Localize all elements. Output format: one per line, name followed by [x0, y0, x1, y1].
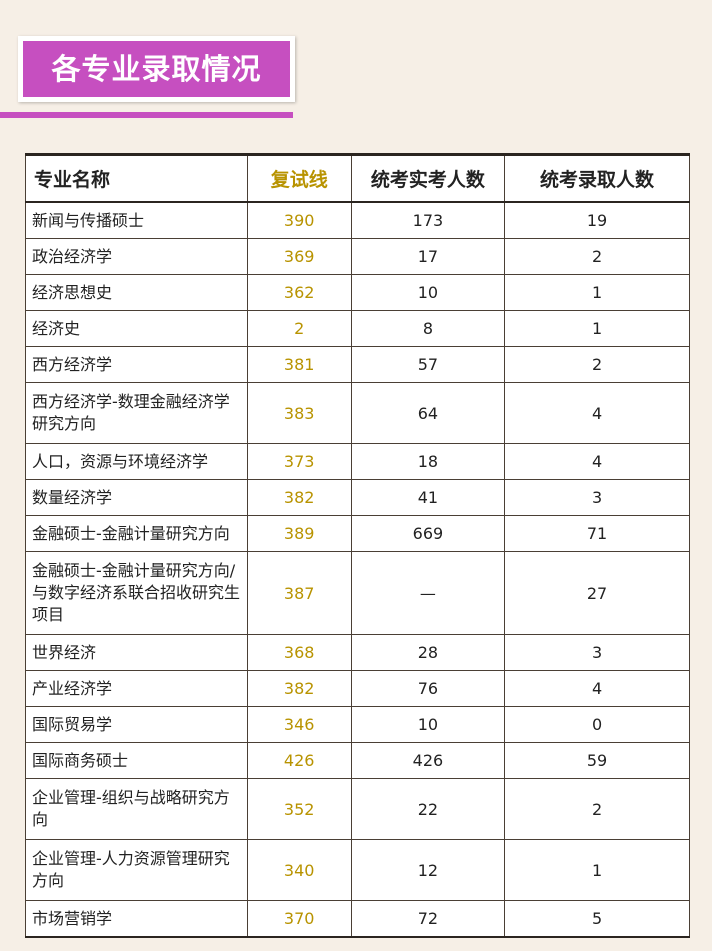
admit-count-cell: 3 [504, 479, 690, 516]
admit-count-cell: 0 [504, 706, 690, 743]
admit-count-cell: 2 [504, 778, 690, 840]
table-row: 金融硕士-金融计量研究方向/与数字经济系联合招收研究生项目 387 — 27 [25, 551, 690, 635]
exam-count-cell: 22 [350, 778, 506, 840]
header-retest-score: 复试线 [246, 153, 352, 203]
table-row: 经济思想史 362 10 1 [25, 274, 690, 311]
admit-count-cell: 59 [504, 742, 690, 779]
exam-count-cell: 17 [350, 238, 506, 275]
table-row: 经济史 2 8 1 [25, 310, 690, 347]
admit-count-cell: 1 [504, 310, 690, 347]
retest-score-cell: 387 [246, 551, 352, 635]
admit-count-cell: 2 [504, 346, 690, 383]
major-name-cell: 经济史 [25, 310, 248, 347]
header-major-name: 专业名称 [25, 153, 248, 203]
table-row: 西方经济学-数理金融经济学研究方向 383 64 4 [25, 382, 690, 444]
header-admit-count: 统考录取人数 [504, 153, 690, 203]
exam-count-cell: 64 [350, 382, 506, 444]
table-header-row: 专业名称 复试线 统考实考人数 统考录取人数 [25, 153, 690, 203]
retest-score-cell: 373 [246, 443, 352, 480]
major-name-cell: 金融硕士-金融计量研究方向/与数字经济系联合招收研究生项目 [25, 551, 248, 635]
table-row: 国际贸易学 346 10 0 [25, 706, 690, 743]
major-name-cell: 企业管理-组织与战略研究方向 [25, 778, 248, 840]
exam-count-cell: 669 [350, 515, 506, 552]
table-row: 世界经济 368 28 3 [25, 634, 690, 671]
retest-score-cell: 369 [246, 238, 352, 275]
major-name-cell: 企业管理-人力资源管理研究方向 [25, 839, 248, 901]
exam-count-cell: — [350, 551, 506, 635]
admit-count-cell: 19 [504, 201, 690, 239]
retest-score-cell: 368 [246, 634, 352, 671]
table-row: 企业管理-人力资源管理研究方向 340 12 1 [25, 839, 690, 901]
title-banner: 各专业录取情况 [18, 36, 295, 102]
major-name-cell: 政治经济学 [25, 238, 248, 275]
retest-score-cell: 346 [246, 706, 352, 743]
major-name-cell: 经济思想史 [25, 274, 248, 311]
exam-count-cell: 8 [350, 310, 506, 347]
table-row: 西方经济学 381 57 2 [25, 346, 690, 383]
table-row: 金融硕士-金融计量研究方向 389 669 71 [25, 515, 690, 552]
exam-count-cell: 173 [350, 201, 506, 239]
admit-count-cell: 71 [504, 515, 690, 552]
retest-score-cell: 426 [246, 742, 352, 779]
admit-count-cell: 4 [504, 670, 690, 707]
table-row: 政治经济学 369 17 2 [25, 238, 690, 275]
major-name-cell: 人口，资源与环境经济学 [25, 443, 248, 480]
exam-count-cell: 28 [350, 634, 506, 671]
exam-count-cell: 10 [350, 706, 506, 743]
major-name-cell: 产业经济学 [25, 670, 248, 707]
retest-score-cell: 382 [246, 670, 352, 707]
retest-score-cell: 383 [246, 382, 352, 444]
table-row: 产业经济学 382 76 4 [25, 670, 690, 707]
page-title: 各专业录取情况 [23, 41, 290, 97]
retest-score-cell: 2 [246, 310, 352, 347]
major-name-cell: 数量经济学 [25, 479, 248, 516]
major-name-cell: 世界经济 [25, 634, 248, 671]
exam-count-cell: 12 [350, 839, 506, 901]
major-name-cell: 国际贸易学 [25, 706, 248, 743]
table-row: 数量经济学 382 41 3 [25, 479, 690, 516]
retest-score-cell: 362 [246, 274, 352, 311]
exam-count-cell: 10 [350, 274, 506, 311]
table-row: 市场营销学 370 72 5 [25, 900, 690, 938]
admit-count-cell: 27 [504, 551, 690, 635]
retest-score-cell: 370 [246, 900, 352, 938]
admit-count-cell: 2 [504, 238, 690, 275]
admit-count-cell: 5 [504, 900, 690, 938]
retest-score-cell: 352 [246, 778, 352, 840]
exam-count-cell: 41 [350, 479, 506, 516]
major-name-cell: 西方经济学 [25, 346, 248, 383]
retest-score-cell: 340 [246, 839, 352, 901]
major-name-cell: 国际商务硕士 [25, 742, 248, 779]
exam-count-cell: 76 [350, 670, 506, 707]
title-underline [0, 112, 293, 118]
retest-score-cell: 381 [246, 346, 352, 383]
admission-table: 专业名称 复试线 统考实考人数 统考录取人数 新闻与传播硕士 390 173 1… [25, 153, 690, 938]
retest-score-cell: 382 [246, 479, 352, 516]
major-name-cell: 西方经济学-数理金融经济学研究方向 [25, 382, 248, 444]
admit-count-cell: 1 [504, 839, 690, 901]
table-row: 企业管理-组织与战略研究方向 352 22 2 [25, 778, 690, 840]
major-name-cell: 金融硕士-金融计量研究方向 [25, 515, 248, 552]
exam-count-cell: 18 [350, 443, 506, 480]
table-row: 新闻与传播硕士 390 173 19 [25, 201, 690, 239]
admit-count-cell: 3 [504, 634, 690, 671]
table-row: 国际商务硕士 426 426 59 [25, 742, 690, 779]
exam-count-cell: 426 [350, 742, 506, 779]
admit-count-cell: 4 [504, 382, 690, 444]
exam-count-cell: 72 [350, 900, 506, 938]
exam-count-cell: 57 [350, 346, 506, 383]
admit-count-cell: 4 [504, 443, 690, 480]
retest-score-cell: 390 [246, 201, 352, 239]
header-exam-count: 统考实考人数 [350, 153, 506, 203]
major-name-cell: 市场营销学 [25, 900, 248, 938]
retest-score-cell: 389 [246, 515, 352, 552]
admit-count-cell: 1 [504, 274, 690, 311]
major-name-cell: 新闻与传播硕士 [25, 201, 248, 239]
table-row: 人口，资源与环境经济学 373 18 4 [25, 443, 690, 480]
